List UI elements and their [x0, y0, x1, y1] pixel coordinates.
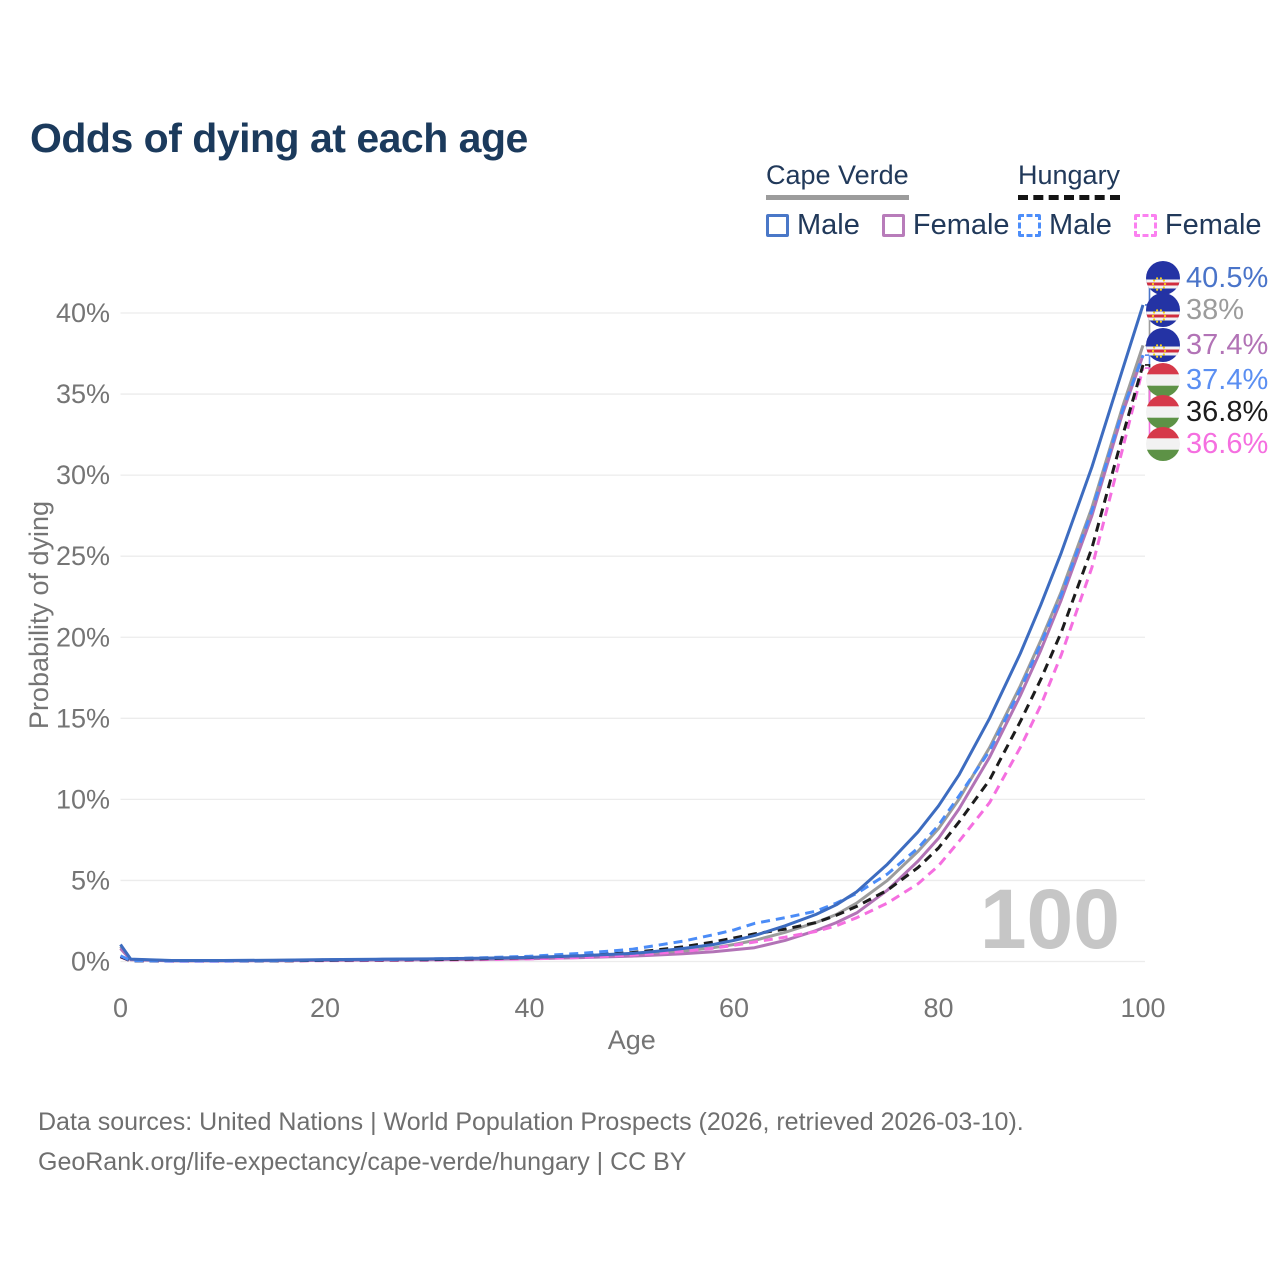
- legend-country-hungary: Hungary: [1018, 160, 1121, 200]
- y-tick-label: 25%: [56, 541, 110, 571]
- cape-verde-flag-icon: [1146, 261, 1180, 295]
- y-tick-label: 30%: [56, 460, 110, 490]
- end-label-hungary-male: 37.4%: [1146, 362, 1268, 398]
- hungary-flag-icon: [1146, 395, 1180, 429]
- x-tick-label: 100: [1120, 993, 1165, 1023]
- end-label-hungary-both-sexes: 36.8%: [1146, 394, 1268, 430]
- end-label-cape-verde-female: 37.4%: [1146, 327, 1268, 363]
- legend-item-hungary-male[interactable]: Male: [1018, 209, 1112, 242]
- end-value-label: 36.6%: [1186, 428, 1269, 460]
- legend-country-cape-verde: Cape Verde: [766, 160, 909, 200]
- x-tick-label: 80: [923, 993, 953, 1023]
- legend-group-hungary: Hungary Male Female: [1018, 160, 1262, 242]
- legend-group-cape-verde: Cape Verde Male Female: [766, 160, 1010, 242]
- legend-item-hungary-female[interactable]: Female: [1133, 209, 1262, 242]
- end-value-label: 37.4%: [1186, 329, 1269, 361]
- cape-verde-male-swatch-checkbox[interactable]: [766, 214, 789, 237]
- y-tick-label: 35%: [56, 379, 110, 409]
- legend-item-label: Male: [797, 209, 860, 241]
- series-line-cape-verde-male[interactable]: [119, 304, 1145, 962]
- y-tick-label: 40%: [56, 298, 110, 328]
- legend-item-label: Female: [912, 209, 1010, 241]
- legend-item-cape-verde-male[interactable]: Male: [766, 209, 860, 242]
- legend-item-label: Male: [1049, 209, 1112, 241]
- end-label-cape-verde-both-sexes: 38%: [1146, 292, 1244, 328]
- end-label-hungary-female: 36.6%: [1146, 426, 1268, 462]
- legend-item-cape-verde-female[interactable]: Female: [881, 209, 1010, 242]
- end-label-cape-verde-male: 40.5%: [1146, 260, 1268, 296]
- cape-verde-female-swatch-checkbox[interactable]: [881, 214, 905, 237]
- legend-item-label: Female: [1164, 209, 1262, 241]
- end-value-label: 40.5%: [1186, 262, 1269, 294]
- series-line-hungary-male[interactable]: [119, 354, 1145, 963]
- y-axis-title: Probability of dying: [24, 501, 54, 729]
- x-axis-title: Age: [608, 1025, 656, 1055]
- y-tick-label: 0%: [71, 947, 110, 977]
- hungary-flag-icon: [1146, 363, 1180, 397]
- y-tick-label: 20%: [56, 622, 110, 652]
- data-sources-note: Data sources: United Nations | World Pop…: [38, 1108, 1024, 1136]
- x-tick-label: 0: [113, 993, 128, 1023]
- hungary-flag-icon: [1146, 427, 1180, 461]
- x-tick-label: 40: [514, 993, 544, 1023]
- page-title: Odds of dying at each age: [30, 115, 528, 162]
- x-tick-label: 60: [719, 993, 749, 1023]
- cape-verde-flag-icon: [1146, 293, 1180, 327]
- end-value-label: 37.4%: [1186, 364, 1269, 396]
- hungary-female-swatch-checkbox[interactable]: [1133, 214, 1157, 237]
- hungary-male-swatch-checkbox[interactable]: [1018, 214, 1041, 237]
- y-tick-label: 10%: [56, 784, 110, 814]
- end-value-label: 38%: [1186, 294, 1245, 326]
- age-watermark: 100: [980, 872, 1120, 966]
- series-line-cape-verde-female[interactable]: [119, 354, 1145, 963]
- cape-verde-flag-icon: [1146, 328, 1180, 362]
- end-value-label: 36.8%: [1186, 396, 1269, 428]
- series-line-cape-verde-both-sexes[interactable]: [119, 344, 1145, 963]
- x-tick-label: 20: [310, 993, 340, 1023]
- y-tick-label: 15%: [56, 703, 110, 733]
- y-tick-label: 5%: [71, 865, 110, 895]
- attribution-note: GeoRank.org/life-expectancy/cape-verde/h…: [38, 1148, 687, 1176]
